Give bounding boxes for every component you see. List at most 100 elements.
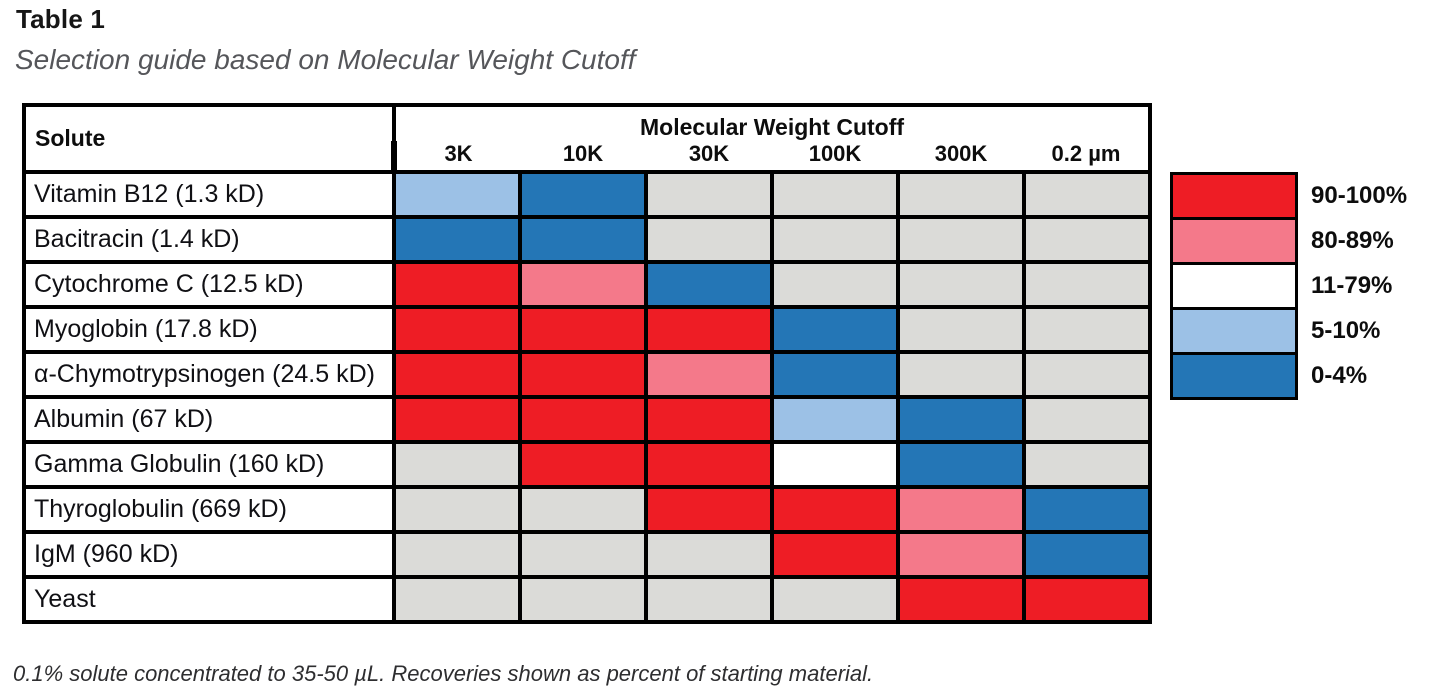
table-row: Vitamin B12 (1.3 kD) [22,170,1153,219]
footnote: 0.1% solute concentrated to 35-50 µL. Re… [13,661,874,686]
legend-swatch [1170,352,1298,400]
heatmap-cell [896,530,1026,579]
heatmap-cell [392,395,522,444]
heatmap-cell [1021,170,1153,219]
heatmap-cell [518,215,648,264]
column-header: 10K [520,141,646,174]
solute-label: Bacitracin (1.4 kD) [22,215,396,264]
heatmap-cell [392,260,522,309]
solute-label: Cytochrome C (12.5 kD) [22,260,396,309]
heatmap-cell [518,260,648,309]
legend-swatch [1170,217,1298,265]
table-row: Gamma Globulin (160 kD) [22,440,1153,489]
heatmap-cell [770,395,900,444]
legend-label: 5-10% [1311,317,1381,344]
heatmap-cell [392,305,522,354]
heatmap-cell [518,395,648,444]
group-header: Molecular Weight Cutoff [391,103,1153,143]
table-row: Myoglobin (17.8 kD) [22,305,1153,354]
heatmap-cell [518,350,648,399]
mwc-heatmap-table: Solute Molecular Weight Cutoff 3K 10K 30K 1… [22,103,1153,624]
heatmap-cell [1021,215,1153,264]
table-row: Bacitracin (1.4 kD) [22,215,1153,264]
heatmap-cell [770,530,900,579]
table-body: Vitamin B12 (1.3 kD) Bacitracin (1.4 kD) C… [22,170,1153,624]
heatmap-cell [1021,260,1153,309]
solute-label: Thyroglobulin (669 kD) [22,485,396,534]
legend: 90-100% 80-89% 11-79% 5-10% 0-4% [1170,172,1407,400]
heatmap-cell [644,485,774,534]
heatmap-cell [1021,305,1153,354]
solute-label: Vitamin B12 (1.3 kD) [22,170,396,219]
solute-label: IgM (960 kD) [22,530,396,579]
heatmap-cell [1021,485,1153,534]
heatmap-cell [644,395,774,444]
heatmap-cell [644,350,774,399]
table-row: Yeast [22,575,1153,624]
column-header: 3K [391,141,520,174]
heatmap-cell [1021,575,1153,624]
heatmap-cell [896,350,1026,399]
table-row: α-Chymotrypsinogen (24.5 kD) [22,350,1153,399]
legend-item: 11-79% [1170,262,1407,310]
legend-item: 5-10% [1170,307,1407,355]
solute-label: Albumin (67 kD) [22,395,396,444]
solute-column-header: Solute [22,103,396,174]
heatmap-cell [770,305,900,354]
heatmap-cell [644,575,774,624]
legend-label: 90-100% [1311,182,1408,209]
heatmap-cell [1021,530,1153,579]
heatmap-cell [392,440,522,489]
figure-title: Table 1 [16,4,106,34]
heatmap-cell [770,260,900,309]
legend-swatch [1170,172,1298,220]
table-row: Albumin (67 kD) [22,395,1153,444]
heatmap-cell [518,440,648,489]
table-row: IgM (960 kD) [22,530,1153,579]
heatmap-cell [896,170,1026,219]
heatmap-cell [644,530,774,579]
heatmap-cell [392,215,522,264]
legend-label: 11-79% [1311,272,1393,299]
heatmap-cell [644,215,774,264]
solute-label: Yeast [22,575,396,624]
heatmap-cell [896,395,1026,444]
heatmap-cell [1021,440,1153,489]
heatmap-cell [392,575,522,624]
legend-item: 0-4% [1170,352,1407,400]
heatmap-cell [392,350,522,399]
heatmap-cell [1021,395,1153,444]
heatmap-cell [896,575,1026,624]
table-row: Cytochrome C (12.5 kD) [22,260,1153,309]
legend-label: 80-89% [1311,227,1394,254]
heatmap-cell [392,170,522,219]
heatmap-cell [770,440,900,489]
table-header: Solute Molecular Weight Cutoff 3K 10K 30K 1… [22,103,1153,174]
heatmap-cell [770,170,900,219]
table-row: Thyroglobulin (669 kD) [22,485,1153,534]
heatmap-cell [896,260,1026,309]
legend-label: 0-4% [1311,362,1368,389]
heatmap-cell [644,260,774,309]
legend-swatch [1170,262,1298,310]
heatmap-cell [518,485,648,534]
heatmap-cell [644,440,774,489]
legend-swatch [1170,307,1298,355]
legend-item: 90-100% [1170,172,1407,220]
heatmap-cell [896,305,1026,354]
column-header: 300K [898,141,1024,174]
column-header: 0.2 µm [1024,141,1153,174]
heatmap-cell [518,305,648,354]
solute-label: Myoglobin (17.8 kD) [22,305,396,354]
heatmap-cell [392,530,522,579]
column-header-row: 3K 10K 30K 100K 300K 0.2 µm [24,141,1153,174]
heatmap-cell [644,305,774,354]
heatmap-cell [896,215,1026,264]
column-header: 100K [772,141,898,174]
heatmap-cell [770,485,900,534]
heatmap-cell [770,575,900,624]
heatmap-cell [518,575,648,624]
solute-label: Gamma Globulin (160 kD) [22,440,396,489]
heatmap-cell [1021,350,1153,399]
